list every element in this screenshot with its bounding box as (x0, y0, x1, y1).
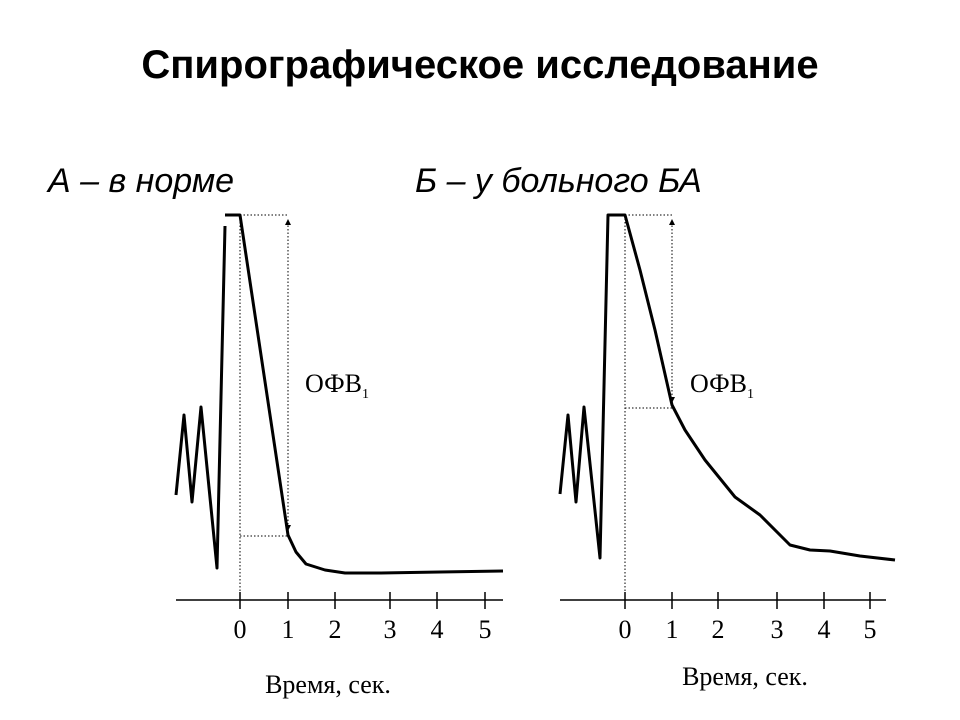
marker-subscript: 1 (747, 387, 754, 402)
marker-label: ОФВ1 (690, 369, 754, 402)
marker-label: ОФВ1 (305, 369, 369, 402)
spirogram-a (174, 213, 504, 601)
tick-label: 5 (479, 615, 492, 644)
marker-text: ОФВ (690, 369, 747, 398)
title: Спирографическое исследование (141, 43, 818, 87)
marker-subscript: 1 (362, 387, 369, 402)
spirogram-b (558, 213, 896, 601)
panel-subtitle: А – в норме (46, 162, 234, 200)
tick-label: 0 (619, 615, 632, 644)
marker-text: ОФВ (305, 369, 362, 398)
panel-subtitle: Б – у больного БА (415, 162, 702, 200)
tick-label: 0 (234, 615, 247, 644)
axis-label: Время, сек. (682, 662, 808, 691)
tick-label: 4 (431, 615, 444, 644)
tick-label: 5 (864, 615, 877, 644)
tick-label: 4 (818, 615, 831, 644)
tick-label: 1 (282, 615, 295, 644)
axis-label: Время, сек. (265, 670, 391, 699)
tick-label: 2 (712, 615, 725, 644)
tick-label: 3 (384, 615, 397, 644)
tick-label: 1 (666, 615, 679, 644)
tick-label: 2 (329, 615, 342, 644)
tick-label: 3 (771, 615, 784, 644)
